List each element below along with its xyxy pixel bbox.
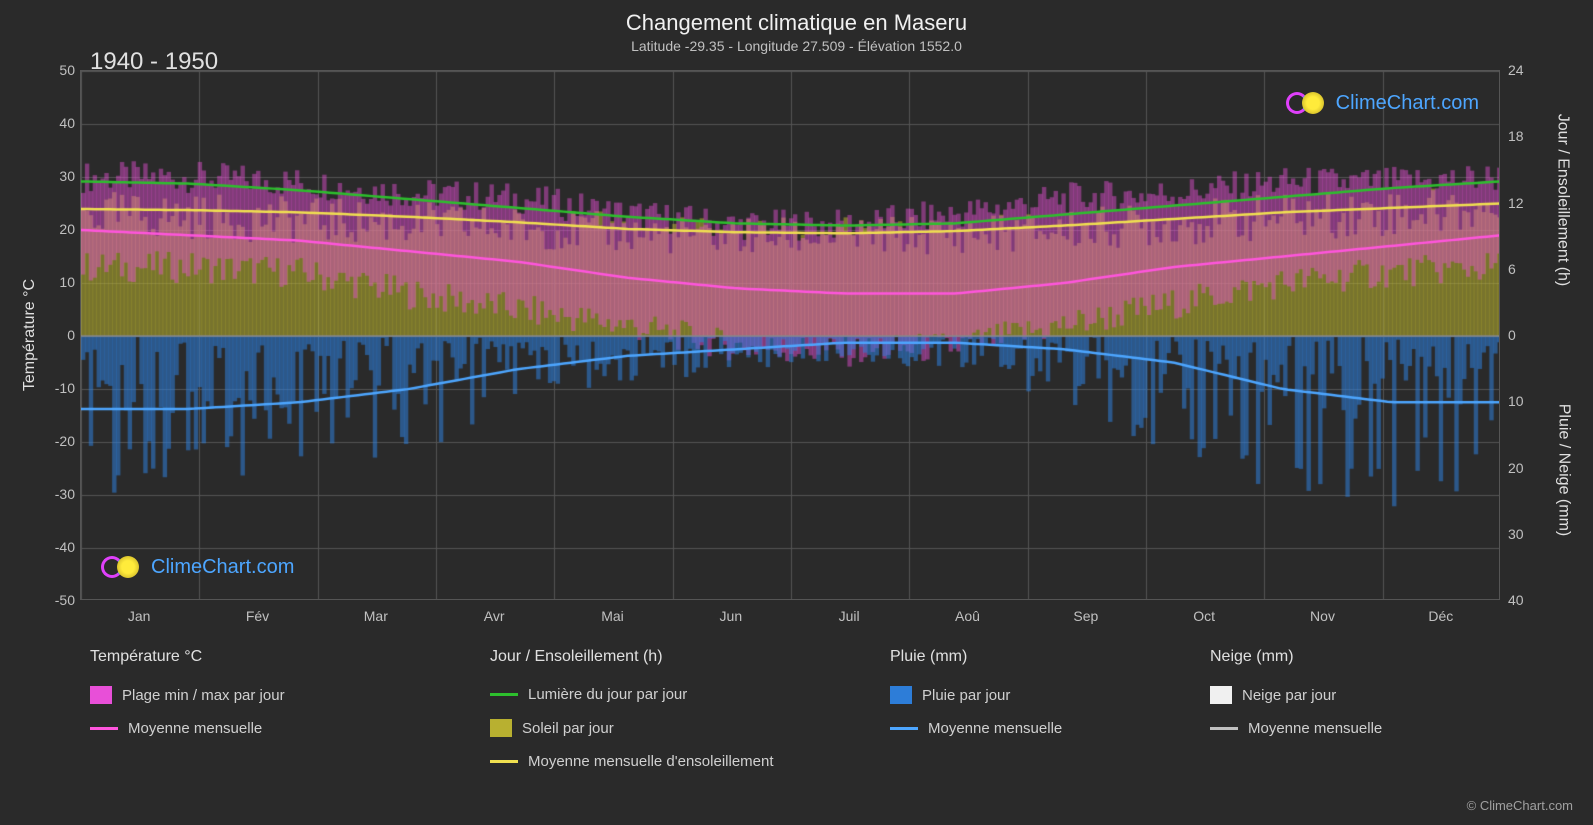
legend-rain-title: Pluie (mm) xyxy=(890,648,1170,666)
right-tick-label: 0 xyxy=(1508,327,1516,343)
month-tick-label: Sep xyxy=(1073,608,1098,624)
right-tick-label: 6 xyxy=(1508,261,1516,277)
left-tick-label: -50 xyxy=(55,592,75,608)
legend-sunshine-avg: Moyenne mensuelle d'ensoleillement xyxy=(490,753,850,770)
left-tick-label: 30 xyxy=(59,168,75,184)
swatch-snow-avg xyxy=(1210,727,1238,730)
watermark-top-right: ClimeChart.com xyxy=(1286,91,1479,115)
left-tick-label: -30 xyxy=(55,486,75,502)
legend: Température °C Plage min / max par jour … xyxy=(90,648,1510,770)
y-axis-right-bottom-label: Pluie / Neige (mm) xyxy=(1554,404,1572,536)
month-tick-label: Nov xyxy=(1310,608,1335,624)
plot-area: ClimeChart.com ClimeChart.com xyxy=(80,70,1500,600)
watermark-bottom-left: ClimeChart.com xyxy=(101,555,294,579)
month-tick-label: Juil xyxy=(839,608,860,624)
right-tick-label: 10 xyxy=(1508,393,1524,409)
swatch-sunshine-avg xyxy=(490,760,518,763)
swatch-temp-range xyxy=(90,686,112,704)
copyright-label: © ClimeChart.com xyxy=(1467,798,1573,813)
chart-subtitle: Latitude -29.35 - Longitude 27.509 - Élé… xyxy=(0,38,1593,54)
legend-temp-title: Température °C xyxy=(90,648,450,666)
right-tick-label: 40 xyxy=(1508,592,1524,608)
legend-col-temp: Température °C Plage min / max par jour … xyxy=(90,648,450,770)
left-tick-label: -10 xyxy=(55,380,75,396)
month-tick-label: Oct xyxy=(1193,608,1215,624)
watermark-text: ClimeChart.com xyxy=(1336,92,1479,115)
left-tick-label: 50 xyxy=(59,62,75,78)
left-tick-label: 0 xyxy=(67,327,75,343)
swatch-daylight xyxy=(490,693,518,696)
climechart-logo-icon xyxy=(101,555,143,579)
watermark-text: ClimeChart.com xyxy=(151,556,294,579)
right-tick-label: 12 xyxy=(1508,195,1524,211)
legend-daylight: Lumière du jour par jour xyxy=(490,686,850,703)
left-tick-label: -40 xyxy=(55,539,75,555)
climechart-logo-icon xyxy=(1286,91,1328,115)
legend-temp-range: Plage min / max par jour xyxy=(90,686,450,704)
month-tick-label: Fév xyxy=(246,608,269,624)
month-tick-label: Mai xyxy=(601,608,624,624)
left-tick-label: 20 xyxy=(59,221,75,237)
month-tick-label: Jun xyxy=(720,608,743,624)
legend-snow-avg: Moyenne mensuelle xyxy=(1210,720,1490,737)
swatch-rain xyxy=(890,686,912,704)
month-tick-label: Jan xyxy=(128,608,151,624)
legend-snow-title: Neige (mm) xyxy=(1210,648,1490,666)
legend-rain-daily: Pluie par jour xyxy=(890,686,1170,704)
legend-rain-avg: Moyenne mensuelle xyxy=(890,720,1170,737)
right-tick-label: 20 xyxy=(1508,460,1524,476)
swatch-sunshine xyxy=(490,719,512,737)
month-tick-label: Avr xyxy=(484,608,505,624)
swatch-temp-avg xyxy=(90,727,118,730)
legend-day-title: Jour / Ensoleillement (h) xyxy=(490,648,850,666)
month-tick-label: Aoû xyxy=(955,608,980,624)
right-tick-label: 18 xyxy=(1508,128,1524,144)
chart-title: Changement climatique en Maseru xyxy=(0,10,1593,36)
month-tick-label: Mar xyxy=(364,608,388,624)
legend-temp-avg: Moyenne mensuelle xyxy=(90,720,450,737)
legend-col-rain: Pluie (mm) Pluie par jour Moyenne mensue… xyxy=(890,648,1170,770)
y-axis-right-top-label: Jour / Ensoleillement (h) xyxy=(1554,114,1572,287)
swatch-snow xyxy=(1210,686,1232,704)
climate-chart: Changement climatique en Maseru Latitude… xyxy=(0,0,1593,825)
legend-col-snow: Neige (mm) Neige par jour Moyenne mensue… xyxy=(1210,648,1490,770)
legend-snow-daily: Neige par jour xyxy=(1210,686,1490,704)
right-tick-label: 24 xyxy=(1508,62,1524,78)
y-axis-left-label: Température °C xyxy=(21,279,39,391)
legend-col-day: Jour / Ensoleillement (h) Lumière du jou… xyxy=(490,648,850,770)
swatch-rain-avg xyxy=(890,727,918,730)
legend-sunshine: Soleil par jour xyxy=(490,719,850,737)
line-layer xyxy=(81,71,1500,600)
left-tick-label: -20 xyxy=(55,433,75,449)
right-tick-label: 30 xyxy=(1508,526,1524,542)
left-tick-label: 40 xyxy=(59,115,75,131)
month-tick-label: Déc xyxy=(1428,608,1453,624)
left-tick-label: 10 xyxy=(59,274,75,290)
